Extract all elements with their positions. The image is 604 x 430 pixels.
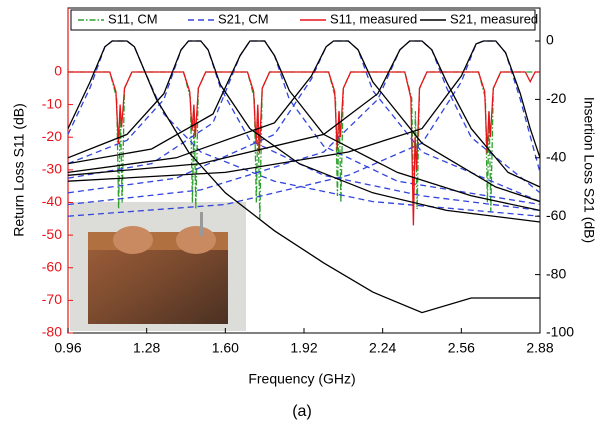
legend-label: S11, CM bbox=[108, 11, 158, 26]
plot-area bbox=[68, 40, 540, 314]
legend-label: S21, measured bbox=[450, 11, 538, 26]
series-line bbox=[68, 40, 540, 206]
y-tick-label: -70 bbox=[42, 291, 62, 307]
x-axis-title: Frequency (GHz) bbox=[248, 371, 355, 387]
x-tick-label: 1.92 bbox=[290, 340, 317, 356]
series-line bbox=[68, 40, 540, 314]
y-axis-title: Return Loss S11 (dB) bbox=[11, 103, 27, 237]
y-tick-label: -50 bbox=[42, 226, 62, 242]
y2-tick-label: -60 bbox=[546, 207, 566, 223]
y2-tick-label: -20 bbox=[546, 90, 566, 106]
series-line bbox=[68, 40, 540, 182]
series-line bbox=[68, 40, 540, 212]
series-line bbox=[68, 71, 540, 226]
series-line bbox=[68, 40, 540, 203]
x-tick-label: 0.96 bbox=[54, 340, 81, 356]
y2-tick-label: -100 bbox=[546, 324, 574, 340]
series-line bbox=[68, 40, 540, 217]
y-tick-label: -80 bbox=[42, 324, 62, 340]
y-tick-label: -10 bbox=[42, 95, 62, 111]
caption: (a) bbox=[292, 403, 312, 420]
legend-label: S21, CM bbox=[218, 11, 269, 26]
y-tick-label: -30 bbox=[42, 161, 62, 177]
y-tick-label: -20 bbox=[42, 128, 62, 144]
y2-tick-label: -80 bbox=[546, 265, 566, 281]
y-tick-label: 0 bbox=[54, 63, 62, 79]
series-line bbox=[68, 40, 540, 223]
y2-tick-label: -40 bbox=[546, 149, 566, 165]
series-line bbox=[68, 40, 540, 188]
x-tick-label: 2.56 bbox=[448, 340, 475, 356]
series-line bbox=[68, 40, 540, 217]
series-line bbox=[68, 40, 540, 203]
y2-tick-label: 0 bbox=[546, 32, 554, 48]
x-tick-label: 2.88 bbox=[526, 340, 553, 356]
y2-axis-title: Insertion Loss S21 (dB) bbox=[581, 97, 597, 243]
legend-label: S11, measured bbox=[330, 11, 417, 26]
photo-inset bbox=[70, 202, 246, 331]
x-tick-label: 1.28 bbox=[133, 340, 160, 356]
x-tick-label: 2.24 bbox=[369, 340, 396, 356]
y-tick-label: -40 bbox=[42, 193, 62, 209]
x-tick-label: 1.60 bbox=[212, 340, 239, 356]
series-line bbox=[68, 40, 540, 206]
y-tick-label: -60 bbox=[42, 258, 62, 274]
